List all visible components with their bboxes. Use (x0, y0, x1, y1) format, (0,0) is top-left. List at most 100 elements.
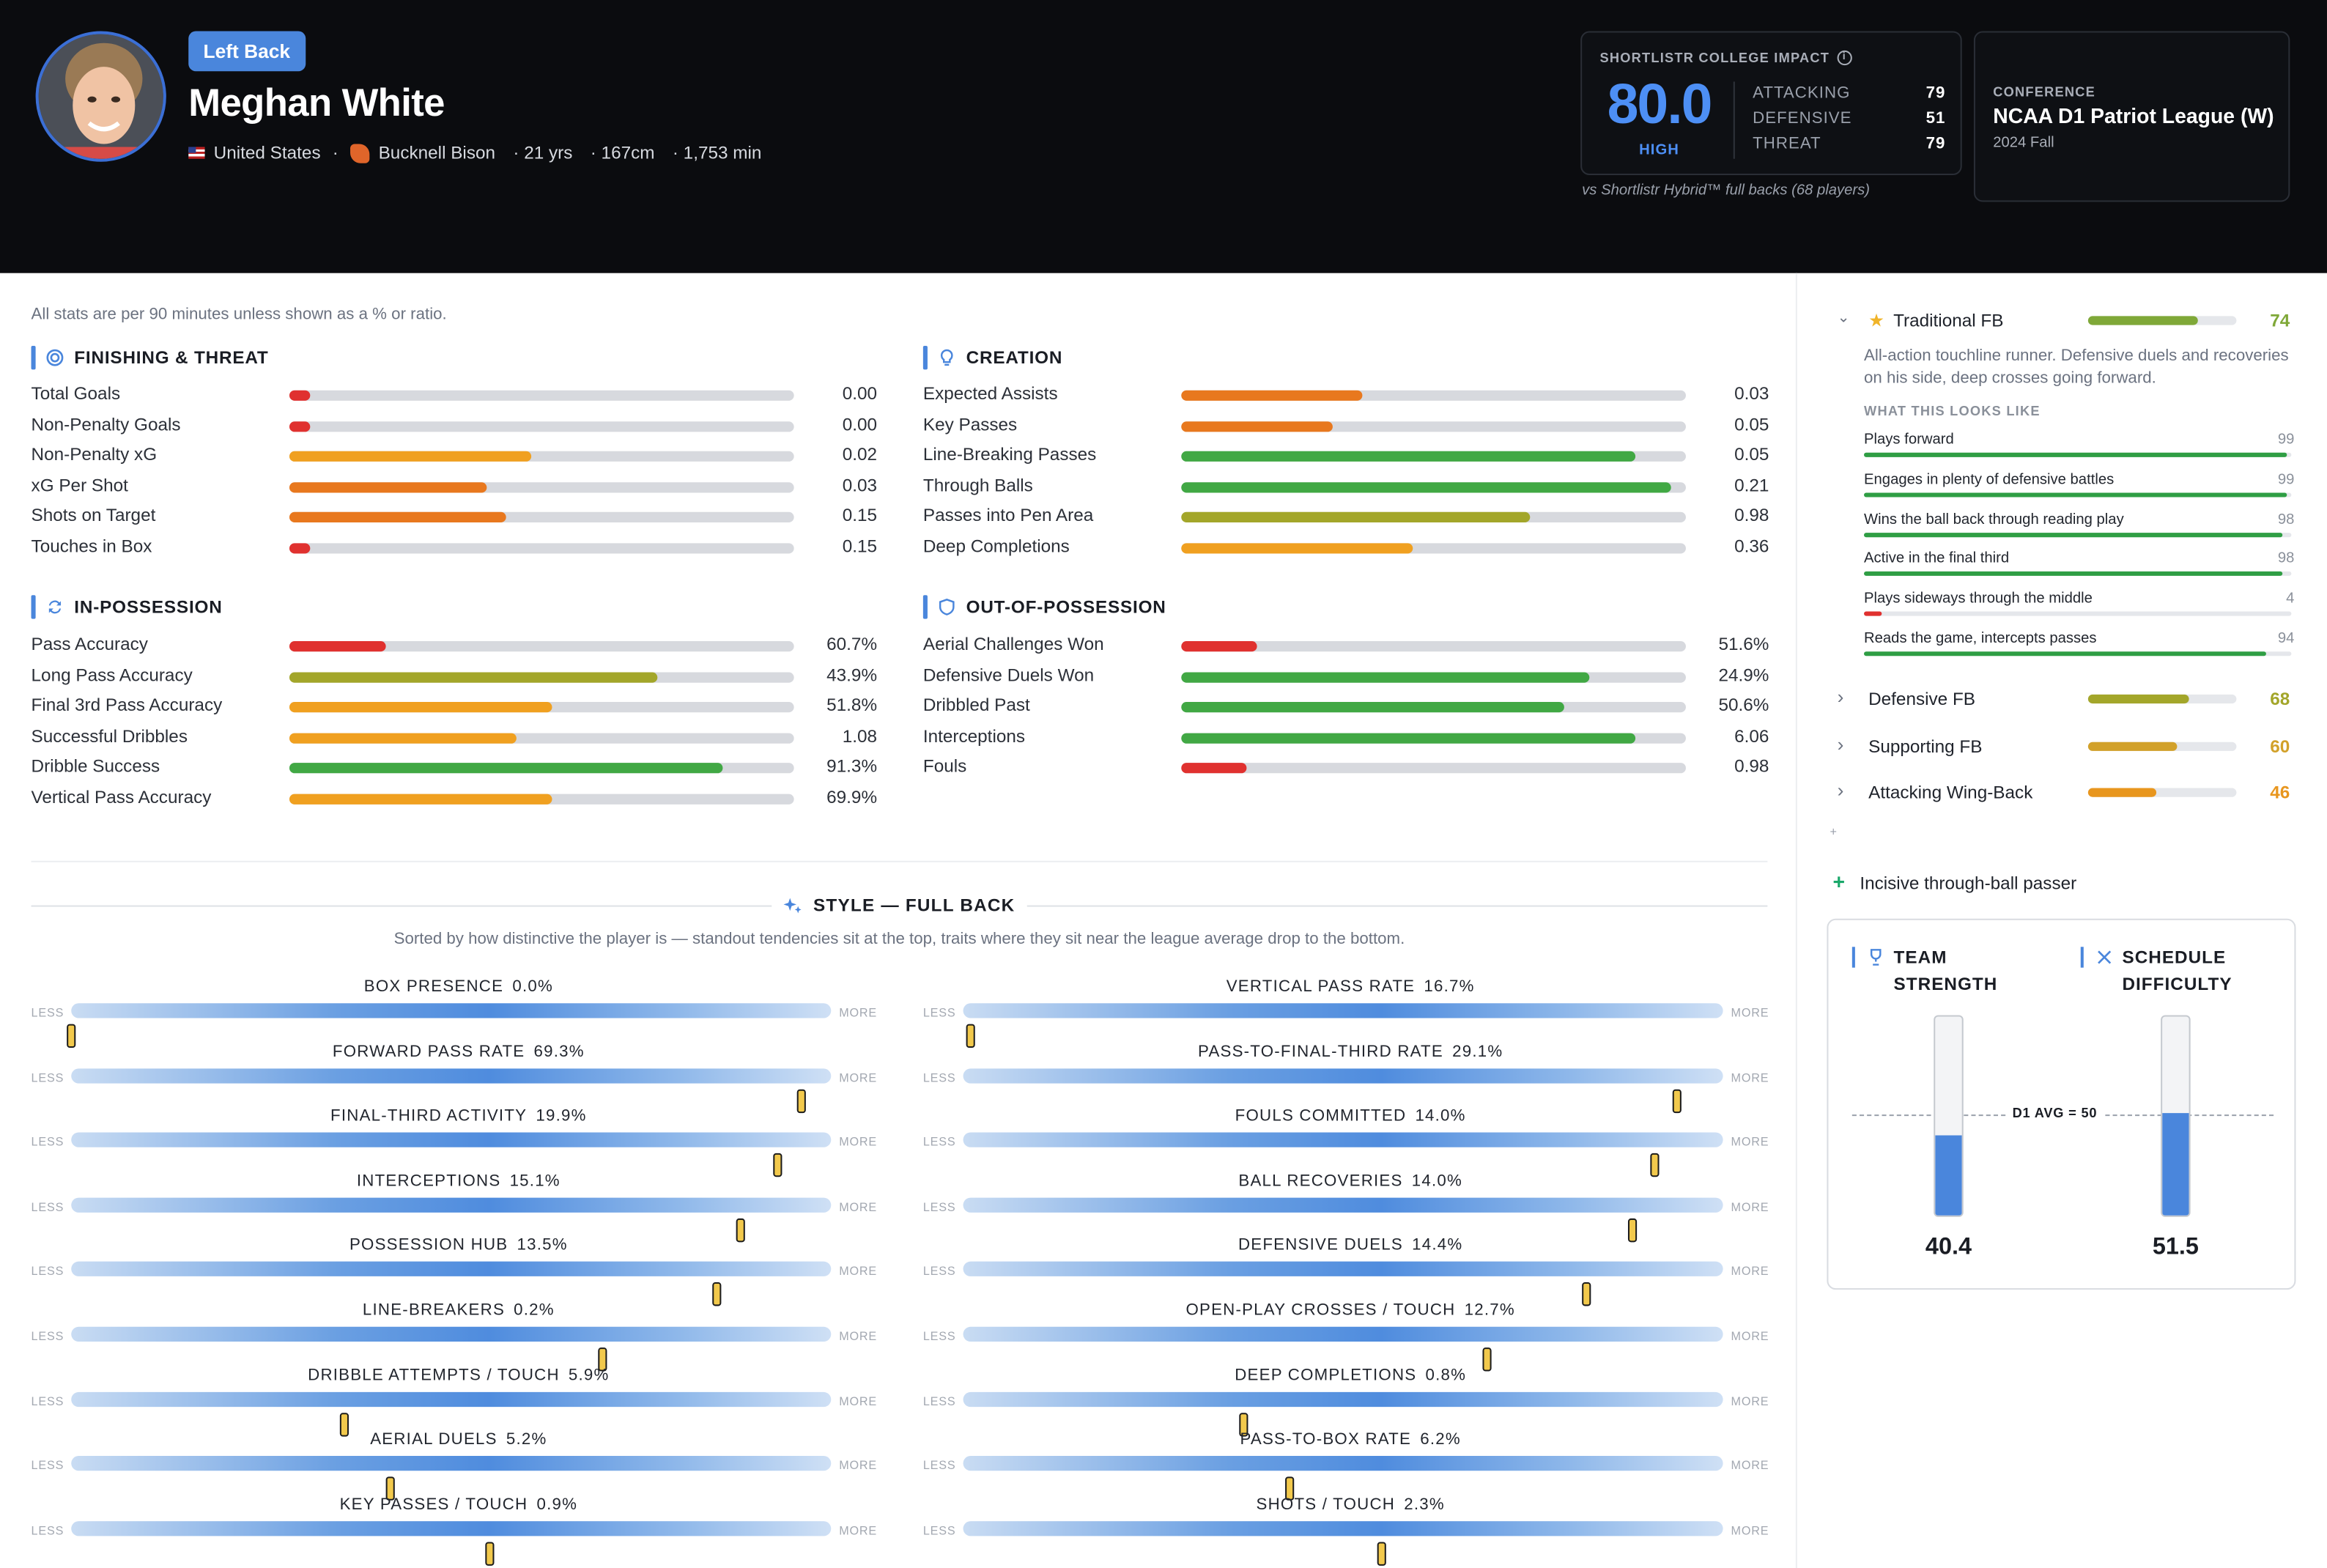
stat-value: 0.36 (1734, 536, 1769, 557)
less-label: LESS (31, 1523, 64, 1538)
style-value: 0.8% (1425, 1366, 1467, 1384)
style-label: FORWARD PASS RATE 69.3% (32, 1043, 878, 1060)
role-row[interactable]: › Attacking Wing-Back 46 (1837, 779, 2290, 807)
style-name: DEFENSIVE DUELS (1238, 1237, 1403, 1255)
style-title-line-right (1026, 905, 1768, 907)
style-bar (71, 1262, 832, 1307)
stat-row: Defensive Duels Won 24.9% (923, 660, 1769, 691)
style-row: VERTICAL PASS RATE 16.7% LESS MORE (922, 978, 1769, 1049)
style-marker (1285, 1476, 1295, 1501)
stat-label: Through Balls (922, 474, 1033, 496)
stat-bar-fill (1181, 451, 1636, 462)
schedule-difficulty-header: SCHEDULE DIFFICULTY (2080, 944, 2241, 997)
stat-value: 24.9% (1718, 664, 1769, 685)
less-label: LESS (31, 1200, 64, 1214)
less-label: LESS (31, 1459, 64, 1473)
style-marker (773, 1153, 783, 1177)
style-bar (71, 1456, 832, 1501)
style-name: BOX PRESENCE (363, 977, 504, 996)
less-label: LESS (922, 1459, 956, 1473)
style-bar (963, 1068, 1723, 1113)
style-name: FOULS COMMITTED (1235, 1107, 1407, 1125)
role-score: 68 (2270, 688, 2290, 710)
stat-row: Vertical Pass Accuracy 69.9% (32, 782, 878, 813)
chevron-right-icon[interactable]: › (1837, 732, 1844, 755)
style-row: FORWARD PASS RATE 69.3% LESS MORE (32, 1043, 878, 1113)
chevron-right-icon[interactable]: › (1837, 779, 1844, 802)
role-name-text: Traditional FB (1893, 310, 2004, 331)
style-marker (599, 1347, 608, 1372)
player-name: Meghan White (188, 80, 445, 125)
stat-label: Non-Penalty xG (31, 444, 158, 465)
stat-bar (1181, 763, 1686, 774)
impact-score: 80.0 (1607, 74, 1713, 137)
position-badge: Left Back (188, 31, 306, 72)
style-value: 12.7% (1464, 1301, 1515, 1320)
more-label: MORE (839, 1523, 878, 1538)
trait-value: 99 (2277, 471, 2295, 488)
team-strength-fill (1935, 1135, 1962, 1216)
style-title-line-left (31, 905, 774, 907)
role-score: 74 (2270, 310, 2290, 331)
less-label: LESS (922, 1006, 956, 1020)
style-value: 15.1% (509, 1172, 561, 1191)
trait-label: Engages in plenty of defensive battles (1864, 471, 2115, 488)
less-label: LESS (31, 1006, 64, 1020)
trait-tag: + Incisive through-ball passer (1832, 870, 2076, 893)
stat-row: Deep Completions 0.36 (923, 531, 1769, 562)
stat-bar-fill (289, 451, 532, 462)
style-label: SHOTS / TOUCH 2.3% (923, 1495, 1769, 1513)
less-label: LESS (922, 1070, 956, 1084)
trait-bar-fill (1864, 611, 1882, 616)
info-icon[interactable]: i (1837, 50, 1852, 66)
style-marker (712, 1282, 722, 1307)
stat-row: Fouls 0.98 (923, 752, 1769, 783)
stat-bar (289, 421, 794, 432)
chevron-right-icon[interactable]: › (1837, 685, 1844, 709)
more-label: MORE (1731, 1135, 1769, 1150)
stat-label: xG Per Shot (31, 474, 128, 496)
style-label: PASS-TO-BOX RATE 6.2% (923, 1431, 1769, 1449)
style-row: DEFENSIVE DUELS 14.4% LESS MORE (923, 1237, 1769, 1307)
style-row: DEEP COMPLETIONS 0.8% LESS MORE (923, 1366, 1769, 1436)
section-title: FINISHING & THREAT (74, 347, 269, 369)
section-title: IN-POSSESSION (74, 596, 223, 618)
trait-bar-fill (1864, 572, 2283, 577)
style-value: 13.5% (517, 1237, 568, 1255)
stat-bar (1181, 512, 1686, 523)
more-label: MORE (839, 1200, 878, 1214)
stat-row: Successful Dribbles 1.08 (32, 721, 878, 752)
style-label: INTERCEPTIONS 15.1% (32, 1172, 878, 1190)
more-label: MORE (1731, 1265, 1769, 1279)
role-bar-fill (2087, 788, 2157, 798)
role-name: ★ Traditional FB (1868, 310, 2003, 330)
role-row[interactable]: › Supporting FB 60 (1837, 732, 2290, 761)
stat-bar-fill (1181, 702, 1565, 713)
stat-label: Final 3rd Pass Accuracy (31, 695, 223, 716)
style-name: SHOTS / TOUCH (1256, 1495, 1396, 1514)
less-label: LESS (922, 1135, 956, 1150)
stat-label: Defensive Duels Won (922, 664, 1095, 685)
more-label: MORE (1731, 1006, 1769, 1020)
stat-bar (289, 451, 794, 462)
attacking-label: ATTACKING (1753, 84, 1851, 103)
style-marker (966, 1024, 975, 1049)
style-row: OPEN-PLAY CROSSES / TOUCH 12.7% LESS MORE (922, 1301, 1769, 1372)
style-bar (71, 1520, 832, 1566)
trophy-icon (1870, 949, 1882, 966)
trait-row: Plays forward 99 (1864, 432, 2294, 465)
stat-bar-fill (1181, 641, 1257, 652)
stat-bar (289, 794, 794, 805)
trait-row: Wins the ball back through reading play 9… (1864, 511, 2294, 544)
less-label: LESS (922, 1329, 956, 1344)
player-height: · 167cm (590, 142, 655, 163)
trait-bar-fill (1864, 651, 2266, 657)
stat-value: 60.7% (826, 633, 878, 655)
role-row[interactable]: › Defensive FB 68 (1837, 685, 2290, 714)
chevron-down-icon[interactable]: ⌄ (1837, 310, 1850, 327)
stat-label: Long Pass Accuracy (31, 664, 193, 685)
style-bar (71, 1391, 832, 1436)
style-name: AERIAL DUELS (370, 1430, 497, 1449)
style-label: BOX PRESENCE 0.0% (32, 978, 878, 996)
role-row-traditional-fb[interactable]: ⌄ ★ Traditional FB 74 (1838, 308, 2290, 335)
